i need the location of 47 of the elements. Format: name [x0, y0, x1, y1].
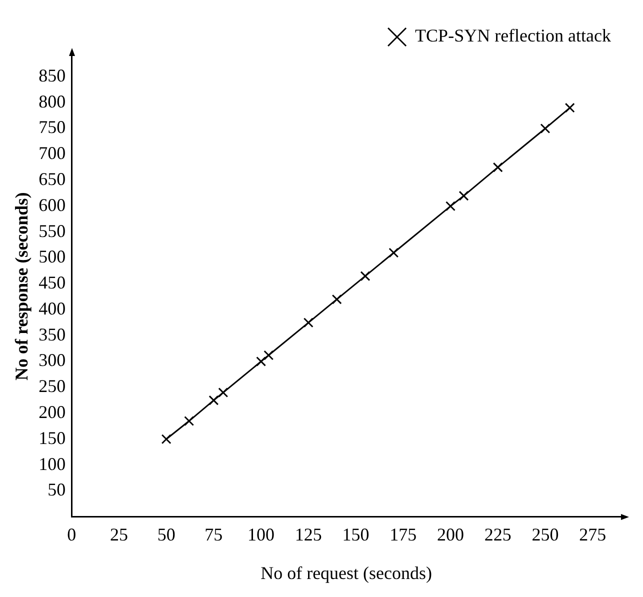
- x-tick-label: 0: [67, 524, 76, 544]
- point: [303, 318, 314, 328]
- point: [458, 190, 469, 201]
- x-tick-label: 75: [204, 524, 223, 544]
- point: [264, 350, 274, 360]
- point: [184, 416, 194, 426]
- y-tick-label: 450: [38, 272, 66, 293]
- point: [564, 102, 575, 113]
- x-tick-label: 250: [532, 524, 559, 544]
- x-tick-label: 25: [110, 524, 128, 544]
- x-tick-label: 150: [342, 524, 370, 544]
- point: [540, 123, 550, 134]
- y-tick-label: 850: [38, 65, 66, 86]
- x-tick-label: 50: [157, 524, 176, 544]
- y-tick-label: 600: [38, 194, 66, 215]
- y-tick-label: 750: [38, 117, 66, 138]
- point: [208, 395, 219, 406]
- y-tick-label: 300: [38, 350, 66, 370]
- y-tick-label: 50: [48, 480, 66, 500]
- point: [492, 162, 503, 172]
- x-tick-label: 125: [294, 524, 322, 544]
- point: [360, 271, 370, 282]
- point: [332, 294, 342, 304]
- point: [388, 248, 399, 258]
- y-tick-label: 400: [38, 298, 66, 318]
- x-tick-label: 100: [248, 524, 275, 544]
- y-tick-label: 500: [38, 246, 66, 267]
- x-tick-label: 225: [484, 524, 512, 544]
- y-tick-label: 800: [38, 91, 66, 112]
- x-axis-title: No of request (seconds): [260, 562, 432, 583]
- y-tick-label: 700: [38, 143, 66, 164]
- x-tick-label: 200: [436, 524, 464, 544]
- x-tick-label: 275: [579, 524, 606, 544]
- point: [161, 434, 172, 444]
- legend-label: TCP-SYN reflection attack: [415, 26, 612, 46]
- y-axis-title: No of response (seconds): [11, 192, 32, 380]
- y-tick-label: 650: [38, 168, 66, 189]
- y-tick-label: 250: [38, 376, 66, 396]
- y-tick-label: 150: [38, 428, 66, 448]
- point: [256, 356, 266, 366]
- x-tick-label: 175: [390, 524, 417, 544]
- y-tick-label: 550: [38, 220, 66, 241]
- y-tick-label: 200: [38, 402, 66, 422]
- y-tick-label: 350: [38, 324, 66, 344]
- point: [218, 388, 228, 398]
- point: [446, 201, 456, 212]
- y-tick-label: 100: [38, 454, 66, 474]
